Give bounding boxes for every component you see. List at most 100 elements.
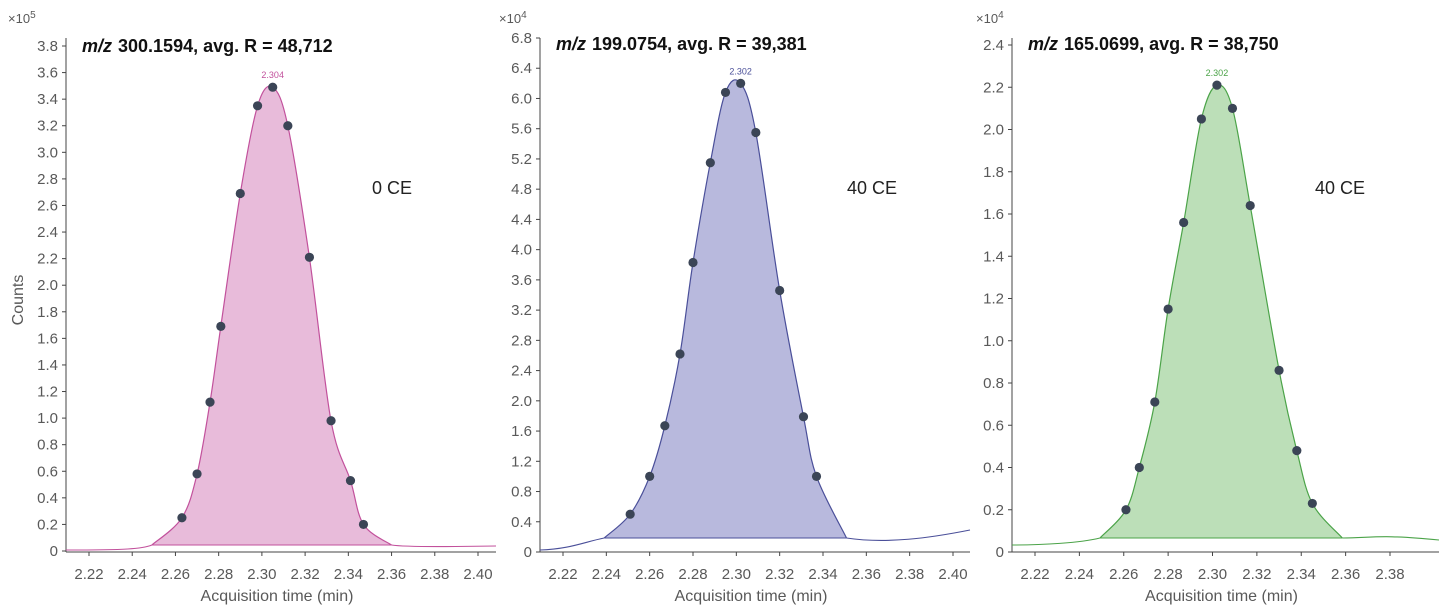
data-point [645,471,655,482]
collision-energy-label: 40 CE [1315,178,1365,198]
y-tick-label: 0.4 [37,490,58,507]
peak-curve [1099,84,1343,539]
multiplier-base: ×10 [8,11,30,26]
x-tick-label: 2.30 [1198,566,1227,583]
axis-multiplier: ×104 [976,10,1004,26]
y-tick-label: 1.2 [983,291,1004,308]
x-tick-label: 2.34 [1287,566,1316,583]
y-tick-label: 0.4 [511,514,532,531]
data-point [811,471,822,482]
x-tick-label: 2.30 [722,566,751,583]
y-tick-label: 2.0 [37,277,58,294]
chart-panel-3: 0 0.2 0.4 0.6 0.8 1.0 1.2 1.4 1.6 1.8 2.0 2.2 2.4 2.2… [976,10,1439,605]
data-point [1150,397,1160,407]
y-tick-label: 4.0 [511,242,532,259]
x-tick-label: 2.26 [1109,566,1138,583]
x-tick-label: 2.34 [334,566,363,583]
x-tick-label: 2.36 [852,566,881,583]
data-point [358,519,369,530]
y-tick-label: 2.8 [511,332,532,349]
chart-panel-1: 0 0.2 0.4 0.6 0.8 1.0 1.2 1.4 1.6 1.8 2.0 2.2 2.4 2.6… [8,10,497,605]
baseline-trace-left [1011,537,1101,546]
y-tick-label: 3.2 [37,118,58,135]
chart-panel-2: 0 0.4 0.8 1.2 1.6 2.0 2.4 2.8 3.2 3.6 4.0 4.4 4.8 5.2… [499,10,971,605]
apex-label: 2.302 [729,66,752,76]
x-tick-label: 2.24 [118,566,147,583]
y-tick-label: 1.4 [37,357,58,374]
data-point [345,475,356,486]
title-text: 165.0699, avg. R = 38,750 [1064,34,1279,54]
x-tick-label: 2.36 [1331,566,1360,583]
y-tick-label: 0 [524,544,532,561]
x-tick-label: 2.34 [808,566,837,583]
y-tick-label: 6.0 [511,90,532,107]
y-tick-label: 2.8 [37,171,58,188]
y-tick-label: 1.6 [511,423,532,440]
x-tick-label: 2.22 [548,566,577,583]
x-tick-label: 2.28 [678,566,707,583]
multiplier-base: ×10 [499,11,521,26]
data-point [1307,498,1317,509]
y-tick-label: 1.2 [37,384,58,401]
y-tick-label: 6.4 [511,60,532,77]
data-point [1163,304,1173,314]
y-tick-label: 1.6 [983,206,1004,223]
y-tick-label: 5.2 [511,151,532,168]
chart-title: m/z 199.0754, avg. R = 39,381 [556,34,807,54]
y-tick-label: 3.4 [37,91,58,108]
baseline-trace-left [65,544,153,551]
y-tick-label: 1.2 [511,453,532,470]
x-tick-label: 2.32 [291,566,320,583]
x-tick-label: 2.26 [635,566,664,583]
y-tick-label: 1.8 [983,164,1004,181]
title-text: 199.0754, avg. R = 39,381 [592,34,807,54]
collision-energy-label: 40 CE [847,178,897,198]
x-tick-label: 2.22 [74,566,103,583]
peak-curve [151,85,392,546]
y-tick-label: 1.6 [37,330,58,347]
x-tick-label: 2.24 [1065,566,1094,583]
y-tick-label: 0.4 [983,460,1004,477]
y-tick-label: 1.4 [983,248,1004,265]
data-point [625,509,635,519]
x-axis-label: Acquisition time (min) [201,588,354,605]
y-tick-label: 2.2 [983,79,1004,96]
apex-label: 2.304 [261,70,284,80]
data-point [192,469,202,479]
multiplier-exponent: 4 [521,10,527,21]
x-tick-label: 2.26 [161,566,190,583]
y-tick-label: 0.2 [983,502,1004,519]
title-mz: m/z [1028,34,1058,54]
data-point [304,252,315,262]
x-tick-label: 2.38 [895,566,924,583]
x-tick-label: 2.38 [420,566,449,583]
y-tick-label: 0.8 [511,484,532,501]
data-point [268,82,278,92]
y-axis-label: Counts [10,275,27,326]
y-tick-label: 0.2 [37,516,58,533]
y-tick-label: 3.2 [511,302,532,319]
collision-energy-label: 0 CE [372,178,412,198]
y-tick-label: 3.0 [37,144,58,161]
baseline-trace-right [846,529,971,541]
data-point [1212,80,1222,90]
x-tick-label: 2.32 [1242,566,1271,583]
data-point [720,87,731,98]
y-tick-label: 0.8 [37,437,58,454]
y-tick-label: 0.6 [983,417,1004,434]
x-tick-label: 2.28 [1154,566,1183,583]
y-tick-label: 0.6 [37,463,58,480]
x-axis-label: Acquisition time (min) [1145,588,1298,605]
chart-title: m/z 300.1594, avg. R = 48,712 [82,36,333,56]
data-point [1121,505,1131,515]
peak-curve [603,79,848,539]
x-tick-label: 2.40 [463,566,492,583]
x-tick-label: 2.32 [765,566,794,583]
x-tick-label: 2.22 [1020,566,1049,583]
peak-area [604,79,847,538]
y-tick-label: 0 [50,543,58,560]
x-tick-label: 2.38 [1375,566,1404,583]
peak-area [1100,84,1343,539]
title-text: 300.1594, avg. R = 48,712 [118,36,333,56]
